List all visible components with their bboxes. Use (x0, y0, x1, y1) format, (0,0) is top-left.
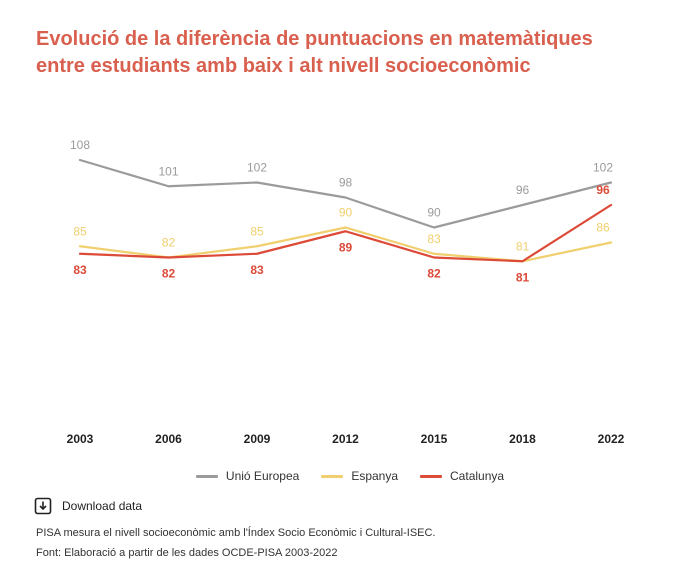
data-label: 108 (70, 138, 90, 152)
line-chart: 108 101 102 98 90 96 102 85 82 85 90 83 81 86 83 82 83 89… (67, 138, 625, 446)
data-label: 82 (427, 267, 441, 281)
data-label: 82 (162, 267, 176, 281)
series-line-2 (78, 203, 613, 263)
legend-item-ue[interactable]: Unió Europea (195, 469, 300, 483)
methodology-note: PISA mesura el nivell socioeconòmic amb … (36, 527, 436, 539)
x-tick-label: 2012 (332, 432, 359, 446)
data-label: 83 (73, 263, 87, 277)
legend-label-catalunya: Catalunya (450, 469, 505, 483)
data-label: 85 (73, 224, 87, 238)
x-tick-label: 2003 (67, 432, 94, 446)
data-label: 96 (596, 183, 610, 197)
data-label: 86 (596, 221, 610, 235)
x-tick-label: 2018 (509, 432, 536, 446)
data-label: 89 (339, 240, 353, 254)
data-label: 81 (516, 239, 530, 253)
legend-swatch-espanya (321, 474, 344, 478)
data-label: 102 (593, 161, 613, 175)
data-label: 90 (339, 206, 353, 220)
legend-item-catalunya[interactable]: Catalunya (420, 469, 504, 483)
data-label: 101 (158, 164, 178, 178)
x-tick-label: 2022 (598, 432, 625, 446)
chart-title-line-1: Evolució de la diferència de puntuacions… (36, 28, 593, 50)
series-line-0 (78, 158, 613, 229)
data-label: 85 (250, 224, 264, 238)
legend-label-espanya: Espanya (351, 469, 399, 483)
data-label: 82 (162, 236, 176, 250)
data-label: 90 (427, 206, 441, 220)
data-label: 98 (339, 176, 353, 190)
download-data-label: Download data (62, 499, 143, 513)
chart-legend: Unió Europea Espanya Catalunya (0, 469, 700, 483)
data-label: 83 (250, 263, 264, 277)
source-note: Font: Elaboració a partir de les dades O… (36, 547, 338, 559)
data-label: 83 (427, 232, 441, 246)
chart-title: Evolució de la diferència de puntuacions… (36, 26, 676, 80)
download-data-button[interactable]: Download data (34, 497, 142, 515)
x-tick-label: 2009 (244, 432, 271, 446)
data-label: 96 (516, 183, 530, 197)
x-tick-label: 2015 (421, 432, 448, 446)
chart-title-line-2: entre estudiants amb baix i alt nivell s… (36, 55, 531, 77)
legend-item-espanya[interactable]: Espanya (321, 469, 398, 483)
data-label: 81 (516, 270, 530, 284)
legend-swatch-catalunya (420, 474, 443, 478)
x-tick-label: 2006 (155, 432, 182, 446)
download-icon (34, 497, 52, 515)
legend-swatch-ue (195, 474, 218, 478)
legend-label-ue: Unió Europea (225, 469, 300, 483)
data-label: 102 (247, 161, 267, 175)
